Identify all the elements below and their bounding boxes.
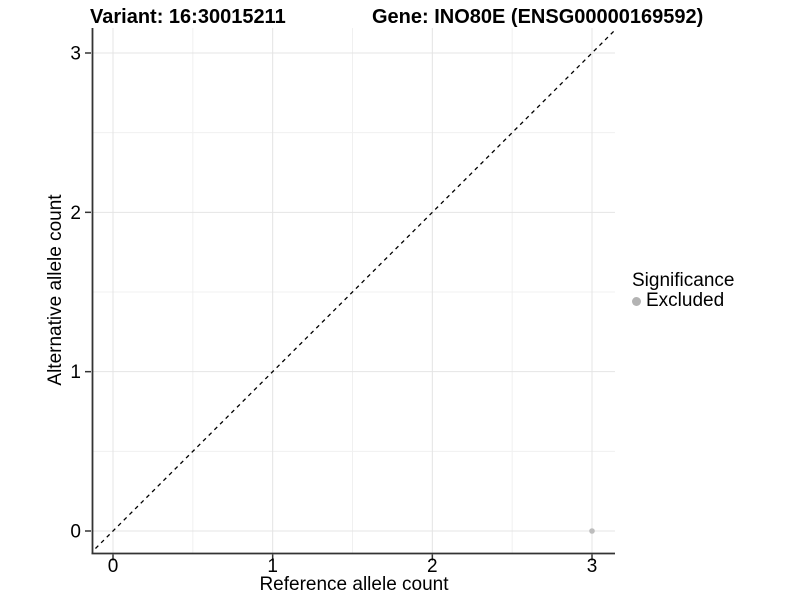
plot-title-variant: Variant: 16:30015211 (90, 6, 286, 28)
x-tick-label: 2 (427, 556, 438, 577)
legend: Significance Excluded (632, 271, 734, 311)
y-tick-label: 3 (70, 43, 81, 64)
x-axis-title: Reference allele count (259, 574, 449, 595)
legend-point-icon (632, 296, 641, 306)
y-tick-label: 1 (70, 362, 81, 383)
legend-item-excluded: Excluded (632, 291, 734, 311)
y-axis-title: Alternative allele count (45, 194, 66, 386)
plot-title-gene: Gene: INO80E (ENSG00000169592) (372, 6, 704, 28)
y-tick-label: 0 (70, 521, 81, 542)
x-tick-label: 3 (587, 556, 598, 577)
legend-title: Significance (632, 270, 735, 291)
y-tick-label: 2 (70, 203, 81, 224)
legend-item-label: Excluded (646, 290, 725, 311)
x-tick-label: 0 (108, 556, 119, 577)
x-tick-label: 1 (267, 556, 278, 577)
